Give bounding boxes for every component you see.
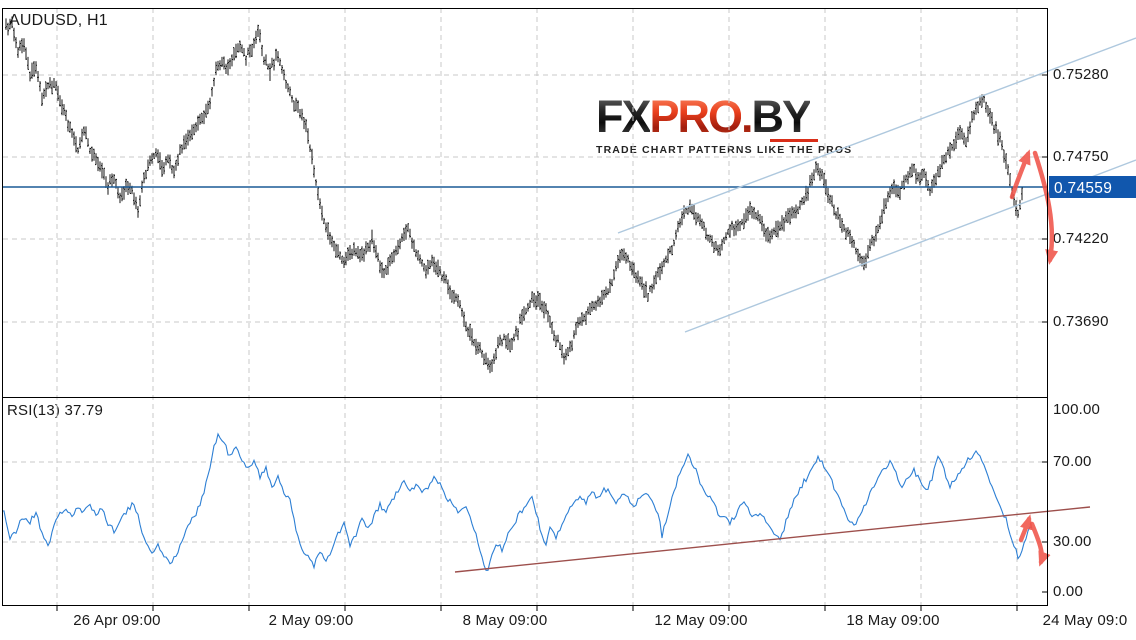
rsi-axis-label: 70.00 xyxy=(1053,453,1092,470)
time-axis-label: 2 May 09:00 xyxy=(268,612,354,629)
rsi-plot-area[interactable] xyxy=(2,397,1048,606)
rsi-axis-label: 30.00 xyxy=(1053,533,1092,550)
logo-dot: . xyxy=(741,91,753,142)
rsi-axis-label: 0.00 xyxy=(1053,583,1083,600)
price-axis-label: 0.75280 xyxy=(1053,65,1109,83)
logo-pro: PRO xyxy=(649,91,744,142)
symbol-timeframe-label: AUDUSD, H1 xyxy=(9,12,108,29)
fxpro-watermark: FXPRO.BY TRADE CHART PATTERNS LIKE THE P… xyxy=(596,94,853,156)
logo-tagline: TRADE CHART PATTERNS LIKE THE PROS xyxy=(596,144,853,156)
time-axis-label: 26 Apr 09:00 xyxy=(73,612,161,629)
price-axis-label: 0.74750 xyxy=(1053,148,1109,165)
logo-by: BY xyxy=(751,91,812,142)
current-price-tag xyxy=(1049,176,1136,198)
rsi-axis-label: 100.00 xyxy=(1053,401,1101,418)
current-price-tag-value: 0.74559 xyxy=(1054,180,1112,197)
fxpro-logo: FXPRO.BY xyxy=(596,94,836,139)
price-axis-label: 0.74220 xyxy=(1053,230,1109,248)
time-axis-label: 8 May 09:00 xyxy=(462,612,548,629)
rsi-indicator-label: RSI(13) 37.79 xyxy=(7,402,103,419)
time-axis-label: 18 May 09:00 xyxy=(846,612,940,629)
logo-fx: FX xyxy=(596,91,651,142)
time-axis-label: 24 May 09:0 xyxy=(1042,612,1128,629)
price-chart-plot-area[interactable] xyxy=(2,8,1048,397)
time-axis-label: 12 May 09:00 xyxy=(654,612,748,629)
price-axis-label: 0.73690 xyxy=(1053,312,1109,330)
